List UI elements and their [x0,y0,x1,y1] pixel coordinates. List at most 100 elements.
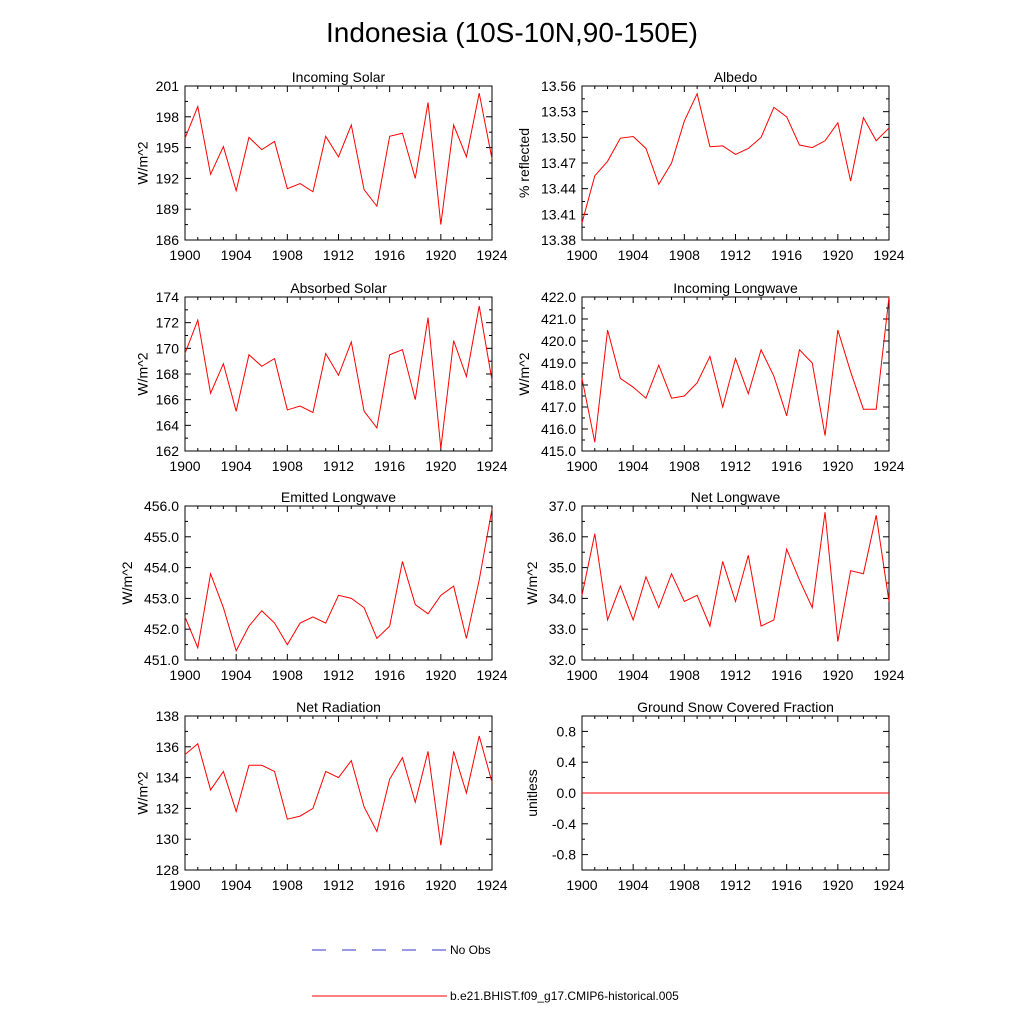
figure-title: Indonesia (10S-10N,90-150E) [326,17,698,48]
net-longwave-ytick-label: 35.0 [549,560,576,576]
incoming-solar-ylabel: W/m^2 [135,141,151,184]
ground-snow-covered-fraction-xtick-label: 1916 [771,877,802,893]
absorbed-solar-ytick-label: 168 [156,366,180,382]
albedo-ytick-label: 13.47 [541,155,576,171]
incoming-solar-xtick-label: 1924 [476,247,507,263]
ground-snow-covered-fraction-ytick-label: 0.4 [557,754,577,770]
incoming-longwave-xtick-label: 1900 [566,458,597,474]
panel-albedo: 1900 1904 1908 1912 1916 1920 1924 13.38 13.41 13… [516,69,905,263]
net-radiation-xtick-label: 1904 [221,877,252,893]
absorbed-solar-xtick-label: 1908 [272,458,303,474]
albedo-xtick-label: 1900 [566,247,597,263]
incoming-solar-xtick-label: 1912 [323,247,354,263]
net-longwave-xtick-label: 1912 [720,667,751,683]
net-longwave-xtick-label: 1920 [822,667,853,683]
incoming-solar-ytick-label: 198 [156,109,180,125]
net-longwave-ytick-label: 34.0 [549,590,576,606]
incoming-solar-ytick-label: 192 [156,170,180,186]
net-radiation-xtick-label: 1920 [425,877,456,893]
absorbed-solar-xtick-label: 1916 [374,458,405,474]
emitted-longwave-xtick-label: 1904 [221,667,252,683]
albedo-plot-frame [581,85,890,241]
absorbed-solar-ylabel: W/m^2 [135,352,151,395]
ground-snow-covered-fraction-xtick-label: 1912 [720,877,751,893]
emitted-longwave-ylabel: W/m^2 [119,561,135,604]
ground-snow-covered-fraction-ytick-label: -0.4 [552,816,576,832]
legend-no-obs-label: No Obs [450,943,491,957]
panel-net-radiation: 1900 1904 1908 1912 1916 1920 1924 128 130 132 134… [135,699,508,893]
net-longwave-xtick-label: 1904 [618,667,649,683]
ground-snow-covered-fraction-xtick-label: 1904 [618,877,649,893]
net-radiation-ytick-label: 130 [156,831,180,847]
emitted-longwave-ytick-label: 454.0 [144,560,179,576]
net-longwave-series-line [581,512,890,642]
incoming-solar-series-line [184,93,493,225]
absorbed-solar-title: Absorbed Solar [290,280,387,296]
net-longwave-ylabel: W/m^2 [524,561,540,604]
emitted-longwave-xtick-label: 1916 [374,667,405,683]
net-longwave-xtick-label: 1916 [771,667,802,683]
albedo-ytick-label: 13.56 [541,78,576,94]
panel-grid: 1900 1904 1908 1912 1916 1920 1924 186 189 192 195… [119,69,905,893]
absorbed-solar-xtick-label: 1924 [476,458,507,474]
net-longwave-xtick-label: 1900 [566,667,597,683]
incoming-solar-ytick-label: 186 [156,232,180,248]
albedo-xtick-label: 1912 [720,247,751,263]
incoming-solar-xtick-label: 1908 [272,247,303,263]
albedo-xtick-label: 1904 [618,247,649,263]
emitted-longwave-title: Emitted Longwave [281,489,396,505]
panel-net-longwave: 1900 1904 1908 1912 1916 1920 1924 32.0 33.0 34.0… [524,489,905,683]
net-longwave-ytick-label: 32.0 [549,652,576,668]
albedo-series-line [581,92,890,224]
incoming-solar-ytick-label: 201 [156,78,180,94]
panel-ground-snow-covered-fraction: 1900 1904 1908 1912 1916 1920 1924 -0.8 -0.4 0.0 0… [524,699,905,893]
panel-incoming-longwave: 1900 1904 1908 1912 1916 1920 1924 415.0 416.0 41… [516,280,905,474]
incoming-longwave-ytick-label: 422.0 [541,289,576,305]
incoming-solar-xtick-label: 1900 [169,247,200,263]
net-longwave-ytick-label: 37.0 [549,498,576,514]
net-radiation-ytick-label: 136 [156,739,180,755]
incoming-longwave-xtick-label: 1908 [669,458,700,474]
absorbed-solar-ytick-label: 162 [156,443,180,459]
net-longwave-xtick-label: 1908 [669,667,700,683]
incoming-longwave-xtick-label: 1904 [618,458,649,474]
ground-snow-covered-fraction-xtick-label: 1900 [566,877,597,893]
albedo-ytick-label: 13.50 [541,129,576,145]
albedo-xtick-label: 1920 [822,247,853,263]
incoming-longwave-xtick-label: 1920 [822,458,853,474]
absorbed-solar-ytick-label: 166 [156,392,180,408]
absorbed-solar-xtick-label: 1900 [169,458,200,474]
emitted-longwave-xtick-label: 1900 [169,667,200,683]
incoming-longwave-ytick-label: 419.0 [541,355,576,371]
net-radiation-title: Net Radiation [296,699,381,715]
emitted-longwave-series-line [184,508,493,653]
albedo-ytick-label: 13.41 [541,206,576,222]
incoming-longwave-ylabel: W/m^2 [516,352,532,395]
incoming-solar-ytick-label: 189 [156,201,180,217]
net-radiation-series-line [184,735,493,846]
net-radiation-ytick-label: 138 [156,708,180,724]
incoming-longwave-ytick-label: 418.0 [541,377,576,393]
incoming-solar-ytick-label: 195 [156,140,180,156]
emitted-longwave-ytick-label: 452.0 [144,621,179,637]
ground-snow-covered-fraction-ytick-label: -0.8 [552,847,576,863]
legend-model-label: b.e21.BHIST.f09_g17.CMIP6-historical.005 [450,989,679,1003]
incoming-solar-xtick-label: 1920 [425,247,456,263]
ground-snow-covered-fraction-xtick-label: 1924 [873,877,904,893]
net-radiation-ylabel: W/m^2 [135,771,151,814]
net-radiation-xtick-label: 1912 [323,877,354,893]
incoming-solar-title: Incoming Solar [292,69,386,85]
net-radiation-xtick-label: 1900 [169,877,200,893]
ground-snow-covered-fraction-xtick-label: 1908 [669,877,700,893]
net-longwave-ytick-label: 36.0 [549,529,576,545]
net-longwave-xtick-label: 1924 [873,667,904,683]
emitted-longwave-xtick-label: 1920 [425,667,456,683]
ground-snow-covered-fraction-xtick-label: 1920 [822,877,853,893]
net-radiation-xtick-label: 1916 [374,877,405,893]
albedo-xtick-label: 1924 [873,247,904,263]
incoming-longwave-xtick-label: 1912 [720,458,751,474]
net-longwave-title: Net Longwave [691,489,781,505]
emitted-longwave-xtick-label: 1908 [272,667,303,683]
absorbed-solar-ytick-label: 170 [156,340,180,356]
